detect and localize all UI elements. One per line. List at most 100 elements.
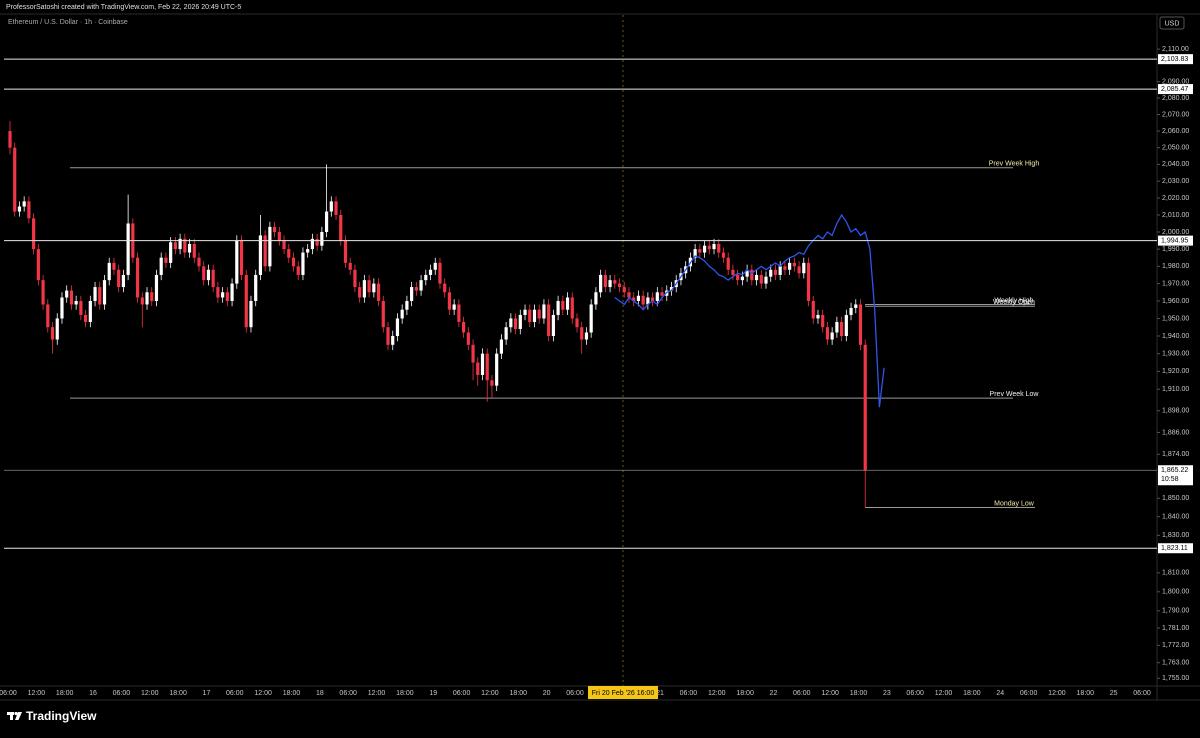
- x-tick-label: 06:00: [1133, 690, 1151, 697]
- candle-body: [603, 274, 607, 288]
- candle-body: [504, 327, 508, 340]
- candle-body: [140, 297, 144, 305]
- candle-body: [698, 249, 702, 253]
- candle-body: [225, 292, 229, 301]
- candle-body: [65, 290, 69, 298]
- candle-body: [617, 283, 622, 288]
- candle-body: [835, 321, 839, 333]
- candle-body: [707, 245, 711, 250]
- candle-body: [60, 297, 64, 319]
- x-tick-label: 18:00: [850, 690, 868, 697]
- candle-body: [764, 276, 768, 284]
- candle-body: [740, 276, 744, 281]
- candle-body: [282, 240, 286, 250]
- candle-body: [367, 280, 371, 293]
- candle-body: [750, 269, 754, 281]
- candle-body: [495, 353, 499, 386]
- candle-body: [513, 318, 518, 329]
- x-tick-label: 06:00: [566, 690, 584, 697]
- candle-body: [854, 304, 858, 308]
- y-tick-label: 1,790.00: [1162, 608, 1189, 615]
- candle-body: [669, 287, 674, 291]
- x-tick-label: 18:00: [283, 690, 301, 697]
- y-tick-label: 1,886.00: [1162, 429, 1189, 436]
- candle-body: [41, 280, 45, 305]
- candle-body: [362, 280, 366, 298]
- x-tick-label: 06:00: [113, 690, 131, 697]
- candle-body: [98, 287, 102, 305]
- candle-body: [466, 332, 470, 345]
- candle-body: [424, 274, 428, 281]
- candle-body: [339, 214, 343, 241]
- candle-body: [471, 344, 475, 363]
- y-tick-label: 2,080.00: [1162, 95, 1189, 102]
- current-price-label: 1,865.22: [1161, 467, 1188, 474]
- candle-body: [825, 327, 830, 340]
- candle-body: [844, 314, 848, 337]
- candle-body: [490, 380, 494, 386]
- candle-body: [575, 318, 579, 328]
- candle-body: [197, 257, 201, 267]
- price-label-box: [1158, 543, 1193, 554]
- y-tick-label: 1,898.00: [1162, 408, 1189, 415]
- price-label: 2,103.83: [1161, 56, 1188, 63]
- candle-body: [523, 309, 527, 315]
- x-tick-label: 12:00: [821, 690, 839, 697]
- y-tick-label: 1,940.00: [1162, 333, 1189, 340]
- candle-body: [542, 304, 546, 319]
- candle-body: [443, 283, 447, 293]
- y-tick-label: 1,781.00: [1162, 625, 1189, 632]
- candle-body: [702, 245, 707, 253]
- candle-body: [717, 243, 721, 253]
- x-tick-label: 18:00: [396, 690, 414, 697]
- candle-body: [183, 238, 187, 253]
- y-tick-label: 1,772.00: [1162, 642, 1189, 649]
- candle-body: [636, 295, 641, 301]
- candle-body: [655, 292, 659, 301]
- candle-body: [452, 304, 456, 310]
- y-tick-label: 1,755.00: [1162, 675, 1189, 682]
- candle-body: [570, 297, 574, 319]
- candle-body: [315, 238, 319, 246]
- candle-body: [135, 257, 140, 298]
- candle-body: [268, 226, 272, 267]
- candle-body: [8, 131, 12, 148]
- candle-body: [428, 269, 433, 275]
- candle-body: [84, 314, 88, 322]
- candle-body: [32, 218, 36, 250]
- candle-body: [102, 280, 107, 305]
- candle-body: [561, 300, 565, 310]
- candle-body: [783, 266, 787, 270]
- y-tick-label: 2,070.00: [1162, 111, 1189, 118]
- candle-body: [480, 353, 485, 375]
- currency-box[interactable]: [1159, 16, 1185, 30]
- candle-body: [296, 266, 300, 275]
- y-tick-label: 1,850.00: [1162, 495, 1189, 502]
- candle-body: [287, 249, 291, 258]
- candle-body: [537, 309, 541, 319]
- candle-body: [376, 283, 381, 301]
- logo-text: TradingView: [26, 709, 97, 723]
- candle-body: [348, 262, 352, 270]
- candle-body: [551, 314, 555, 337]
- current-price-box: [1158, 465, 1193, 486]
- y-tick-label: 1,800.00: [1162, 589, 1189, 596]
- y-tick-label: 1,930.00: [1162, 350, 1189, 357]
- candle-body: [13, 147, 17, 212]
- candle-body: [731, 269, 735, 275]
- candle-body: [438, 262, 442, 284]
- candle-body: [187, 243, 192, 253]
- candle-body: [433, 262, 437, 270]
- candle-body: [627, 292, 631, 298]
- candle-body: [150, 292, 154, 301]
- candle-body: [173, 242, 177, 250]
- candle-body: [301, 252, 305, 275]
- candle-body: [395, 318, 400, 337]
- y-tick-label: 1,840.00: [1162, 514, 1189, 521]
- y-tick-label: 1,970.00: [1162, 280, 1189, 287]
- candle-body: [806, 262, 811, 301]
- candle-body: [22, 201, 26, 207]
- candle-body: [235, 240, 239, 284]
- candle-body: [693, 249, 697, 258]
- y-tick-label: 1,763.00: [1162, 660, 1189, 667]
